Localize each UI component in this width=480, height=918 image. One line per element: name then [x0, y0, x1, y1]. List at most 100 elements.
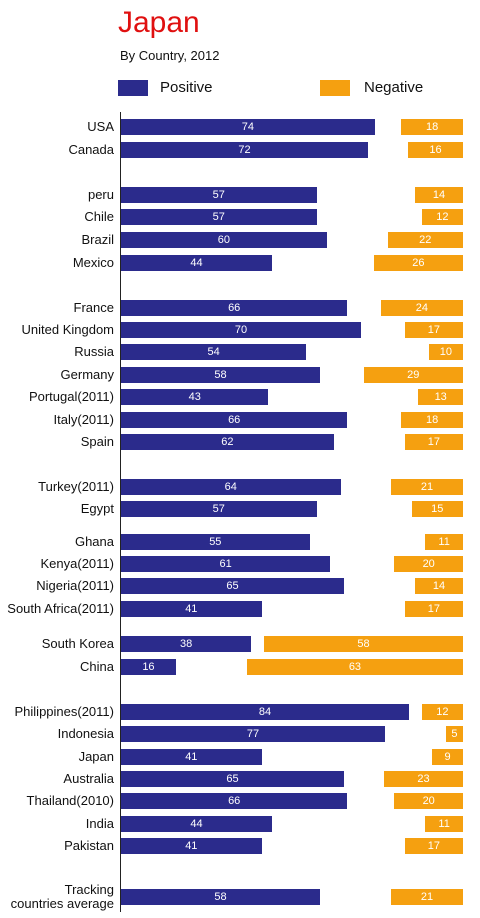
positive-bar [121, 209, 317, 225]
positive-bar [121, 300, 348, 316]
value-label: 43 [188, 391, 201, 403]
legend-swatch [320, 80, 350, 96]
positive-bar [121, 816, 272, 832]
value-label: 11 [438, 818, 450, 830]
value-label: 66 [228, 414, 241, 426]
positive-bar [121, 838, 262, 854]
negative-bar [418, 389, 463, 405]
value-label: 11 [438, 536, 450, 548]
value-label: 74 [241, 121, 255, 133]
positive-bar [121, 142, 368, 158]
value-label: 58 [214, 891, 227, 903]
value-label: 84 [258, 706, 272, 718]
value-label: 62 [221, 436, 234, 448]
negative-bar [404, 838, 463, 854]
value-label: 38 [180, 638, 193, 650]
positive-bar [121, 659, 176, 675]
value-label: 17 [427, 840, 440, 852]
value-label: 13 [434, 391, 447, 403]
value-label: 16 [429, 144, 442, 156]
value-label: 57 [212, 211, 225, 223]
positive-bar [121, 793, 348, 809]
value-label: 12 [436, 706, 449, 718]
positive-bar [121, 501, 317, 517]
value-label: 10 [439, 346, 452, 358]
positive-bar [121, 389, 269, 405]
negative-bar [401, 119, 463, 135]
negative-bar [445, 726, 463, 742]
negative-bar [404, 434, 463, 450]
value-label: 15 [431, 503, 444, 515]
negative-bar [404, 322, 463, 338]
negative-bar [432, 749, 463, 765]
negative-bar [425, 534, 463, 550]
category-label: Pakistan [64, 838, 114, 853]
positive-bar [121, 601, 262, 617]
category-label: USA [87, 119, 114, 134]
value-label: 57 [212, 503, 225, 515]
negative-bar [380, 300, 463, 316]
legend-label: Positive [160, 79, 213, 96]
category-label: Portugal(2011) [28, 389, 114, 404]
positive-bar [121, 726, 386, 742]
value-label: 21 [420, 481, 434, 493]
axis-line [120, 112, 121, 912]
value-label: 21 [420, 891, 434, 903]
positive-bar [121, 889, 320, 905]
legend-swatch [118, 80, 148, 96]
value-label: 63 [348, 661, 362, 673]
negative-bar [411, 501, 463, 517]
value-label: 12 [436, 211, 449, 223]
negative-bar [408, 142, 463, 158]
value-label: 20 [422, 795, 435, 807]
positive-bar [121, 556, 331, 572]
value-label: 66 [228, 795, 241, 807]
value-label: 22 [419, 234, 432, 246]
negative-bar [363, 367, 463, 383]
negative-bar [384, 771, 463, 787]
legend-label: Negative [364, 79, 424, 96]
category-label: Australia [63, 771, 114, 786]
category-label: Indonesia [57, 726, 114, 741]
value-label: 44 [190, 257, 203, 269]
category-label: Nigeria(2011) [36, 578, 114, 593]
value-label: 41 [185, 603, 198, 615]
value-label: 65 [226, 580, 239, 592]
positive-bar [121, 187, 317, 203]
positive-bar [121, 119, 375, 135]
value-label: 72 [238, 144, 251, 156]
negative-bar [246, 659, 463, 675]
negative-bar [428, 344, 463, 360]
positive-bar [121, 704, 410, 720]
category-label: South Africa(2011) [7, 601, 114, 616]
category-label: China [80, 659, 114, 674]
value-label: 17 [427, 603, 440, 615]
value-label: 41 [185, 751, 198, 763]
negative-bar [404, 601, 463, 617]
category-label: Canada [68, 142, 114, 157]
category-label: Japan [78, 749, 114, 764]
value-label: 77 [246, 728, 260, 740]
value-label: 18 [425, 121, 439, 133]
value-label: 55 [209, 536, 222, 548]
chart-title: Japan [118, 6, 200, 39]
category-label: United Kingdom [21, 322, 115, 337]
negative-bar [421, 209, 463, 225]
value-label: 64 [224, 481, 237, 493]
negative-bar [421, 704, 463, 720]
value-label: 54 [207, 346, 220, 358]
value-label: 60 [217, 234, 231, 246]
category-label: Italy(2011) [53, 412, 114, 427]
category-label: Ghana [74, 534, 114, 549]
value-label: 44 [190, 818, 203, 830]
category-label: Thailand(2010) [26, 793, 114, 808]
value-label: 24 [415, 302, 428, 314]
value-label: 14 [432, 189, 446, 201]
category-label: Philippines(2011) [14, 704, 115, 719]
negative-bar [394, 793, 463, 809]
category-label: peru [87, 187, 114, 202]
category-label: Turkey(2011) [38, 479, 114, 494]
category-label: Russia [74, 344, 114, 359]
positive-bar [121, 636, 252, 652]
negative-bar [394, 556, 463, 572]
